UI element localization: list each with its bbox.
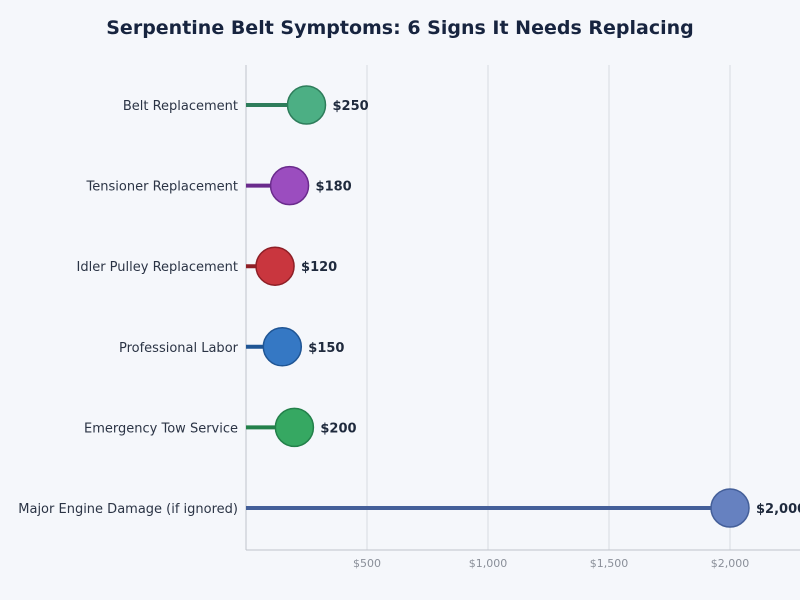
lollipop-dot (286, 85, 327, 125)
data-label: $200 (320, 421, 356, 436)
lollipop-dot (269, 165, 310, 206)
chart-title: Serpentine Belt Symptoms: 6 Signs It Nee… (106, 17, 693, 39)
data-label: $2,000 (756, 502, 800, 517)
x-tick-label: $500 (353, 557, 381, 570)
data-label: $180 (316, 180, 352, 195)
x-tick-label: $2,000 (711, 557, 750, 570)
data-label: $120 (301, 260, 337, 275)
lollipop-dot (274, 407, 315, 448)
category-label: Tensioner Replacement (86, 180, 238, 195)
lollipop-dot (262, 327, 303, 367)
data-label: $150 (308, 341, 344, 356)
data-label: $250 (333, 99, 369, 114)
category-label: Belt Replacement (123, 99, 238, 114)
lollipop-dot (710, 488, 750, 528)
x-tick-label: $1,500 (590, 557, 629, 570)
category-label: Emergency Tow Service (84, 421, 238, 436)
category-label: Idler Pulley Replacement (77, 260, 239, 275)
category-label: Major Engine Damage (if ignored) (18, 502, 238, 517)
x-tick-label: $1,000 (469, 557, 508, 570)
category-label: Professional Labor (119, 341, 239, 356)
lollipop-dot (255, 246, 295, 286)
